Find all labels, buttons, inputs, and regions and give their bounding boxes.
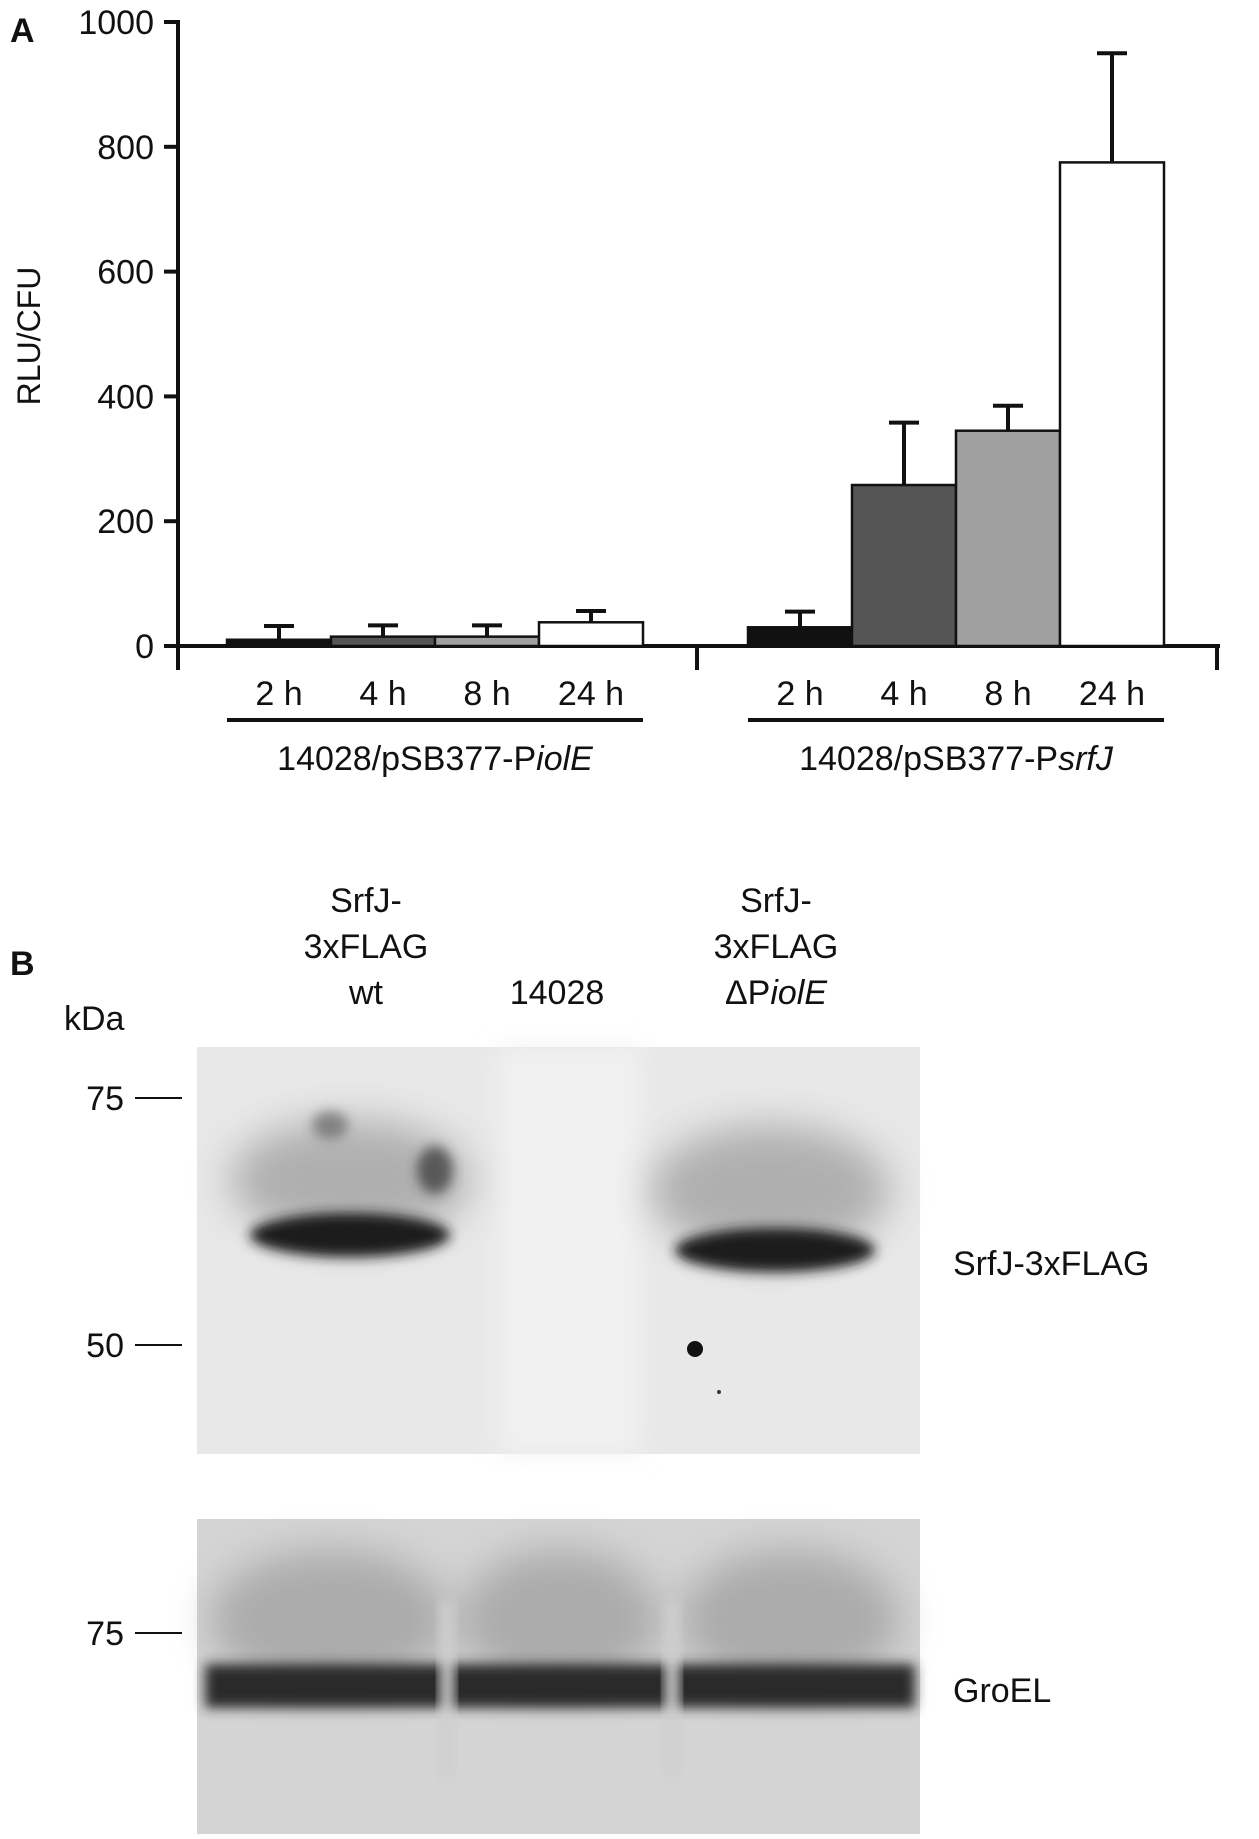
y-tick-label-800: 800 — [97, 129, 154, 167]
top-blot-clear-lane — [500, 1047, 640, 1454]
chart-plot: 0 200 400 600 800 1000 2 h 4 h 8 h 24 h 14028/pSB3… — [78, 4, 1220, 778]
y-tick-label-0: 0 — [135, 628, 154, 666]
panel-a-label: A — [10, 12, 35, 50]
x-tick-label-0-0: 2 h — [255, 675, 302, 713]
lane1-line1: SrfJ- — [330, 882, 402, 920]
marker-75-bottom: 75 — [86, 1615, 124, 1653]
y-tick-label-200: 200 — [97, 503, 154, 541]
blot-speck-small — [717, 1390, 721, 1394]
marker-50-top: 50 — [86, 1327, 124, 1365]
y-tick-label-1000: 1000 — [78, 4, 154, 42]
groel-band — [205, 1664, 915, 1708]
marker-75-top: 75 — [86, 1080, 124, 1118]
lane3-line1: SrfJ- — [740, 882, 812, 920]
x-tick-label-1-0: 2 h — [776, 675, 823, 713]
top-blot — [197, 1047, 920, 1454]
blot-speck — [687, 1341, 703, 1357]
bar-1-0 — [746, 626, 854, 648]
bar-0-1 — [329, 635, 437, 648]
x-tick-label-0-3: 24 h — [558, 675, 624, 713]
y-tick-label-600: 600 — [97, 254, 154, 292]
x-tick-label-1-2: 8 h — [984, 675, 1031, 713]
lane-labels: SrfJ- 3xFLAG wt 14028 SrfJ- 3xFLAG ΔPiol… — [304, 882, 839, 1012]
kda-label: kDa — [64, 1000, 125, 1038]
x-tick-label-1-3: 24 h — [1079, 675, 1145, 713]
lane3-line3: ΔPiolE — [725, 974, 827, 1012]
y-tick-label-400: 400 — [97, 378, 154, 416]
srfj-band-label: SrfJ-3xFLAG — [953, 1245, 1149, 1283]
x-tick-label-0-1: 4 h — [359, 675, 406, 713]
lane1-line2: 3xFLAG — [304, 928, 429, 966]
bar-0-3 — [537, 621, 645, 648]
bar-0-0 — [225, 638, 333, 648]
groel-band-label: GroEL — [953, 1672, 1051, 1710]
top-blot-markers: 75 50 — [86, 1080, 182, 1365]
srfj-band-delta — [650, 1125, 890, 1272]
bottom-blot — [197, 1519, 920, 1834]
bar-1-1 — [850, 483, 958, 648]
lane1-line3: wt — [348, 974, 384, 1012]
srfj-band-wt — [230, 1111, 470, 1257]
group-label-0: 14028/pSB377-PiolE — [277, 740, 593, 778]
y-axis-label: RLU/CFU — [11, 267, 47, 406]
bar-0-2 — [433, 635, 541, 648]
x-tick-label-0-2: 8 h — [463, 675, 510, 713]
panel-b-label: B — [10, 945, 35, 983]
bar-1-3 — [1058, 161, 1166, 648]
bottom-blot-markers: 75 — [86, 1615, 182, 1653]
x-tick-label-1-1: 4 h — [880, 675, 927, 713]
lane2-line3: 14028 — [510, 974, 605, 1012]
lane3-line2: 3xFLAG — [714, 928, 839, 966]
bar-1-2 — [954, 429, 1062, 648]
group-label-1: 14028/pSB377-PsrfJ — [799, 740, 1114, 778]
